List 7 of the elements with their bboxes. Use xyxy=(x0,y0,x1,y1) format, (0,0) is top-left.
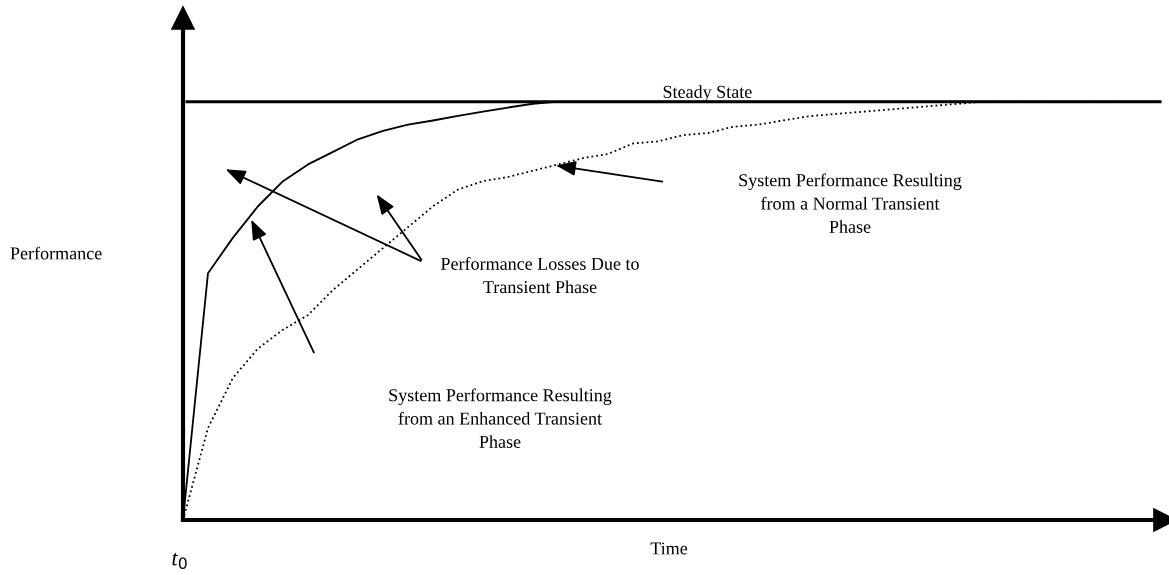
annotation: System Performance Resulting from an Enhanced Transient Phase xyxy=(389,388,612,448)
x-axis-title: Time xyxy=(650,542,688,555)
annotation: System Performance Resulting from a Normal Transient Phase xyxy=(739,173,962,233)
text: t$_{0}$ xyxy=(172,552,187,570)
annotation: Performance Losses Due to Transient Phase xyxy=(440,257,639,294)
y-axis-title: Performance xyxy=(10,246,102,260)
ref-line-label: Steady State xyxy=(663,85,752,102)
